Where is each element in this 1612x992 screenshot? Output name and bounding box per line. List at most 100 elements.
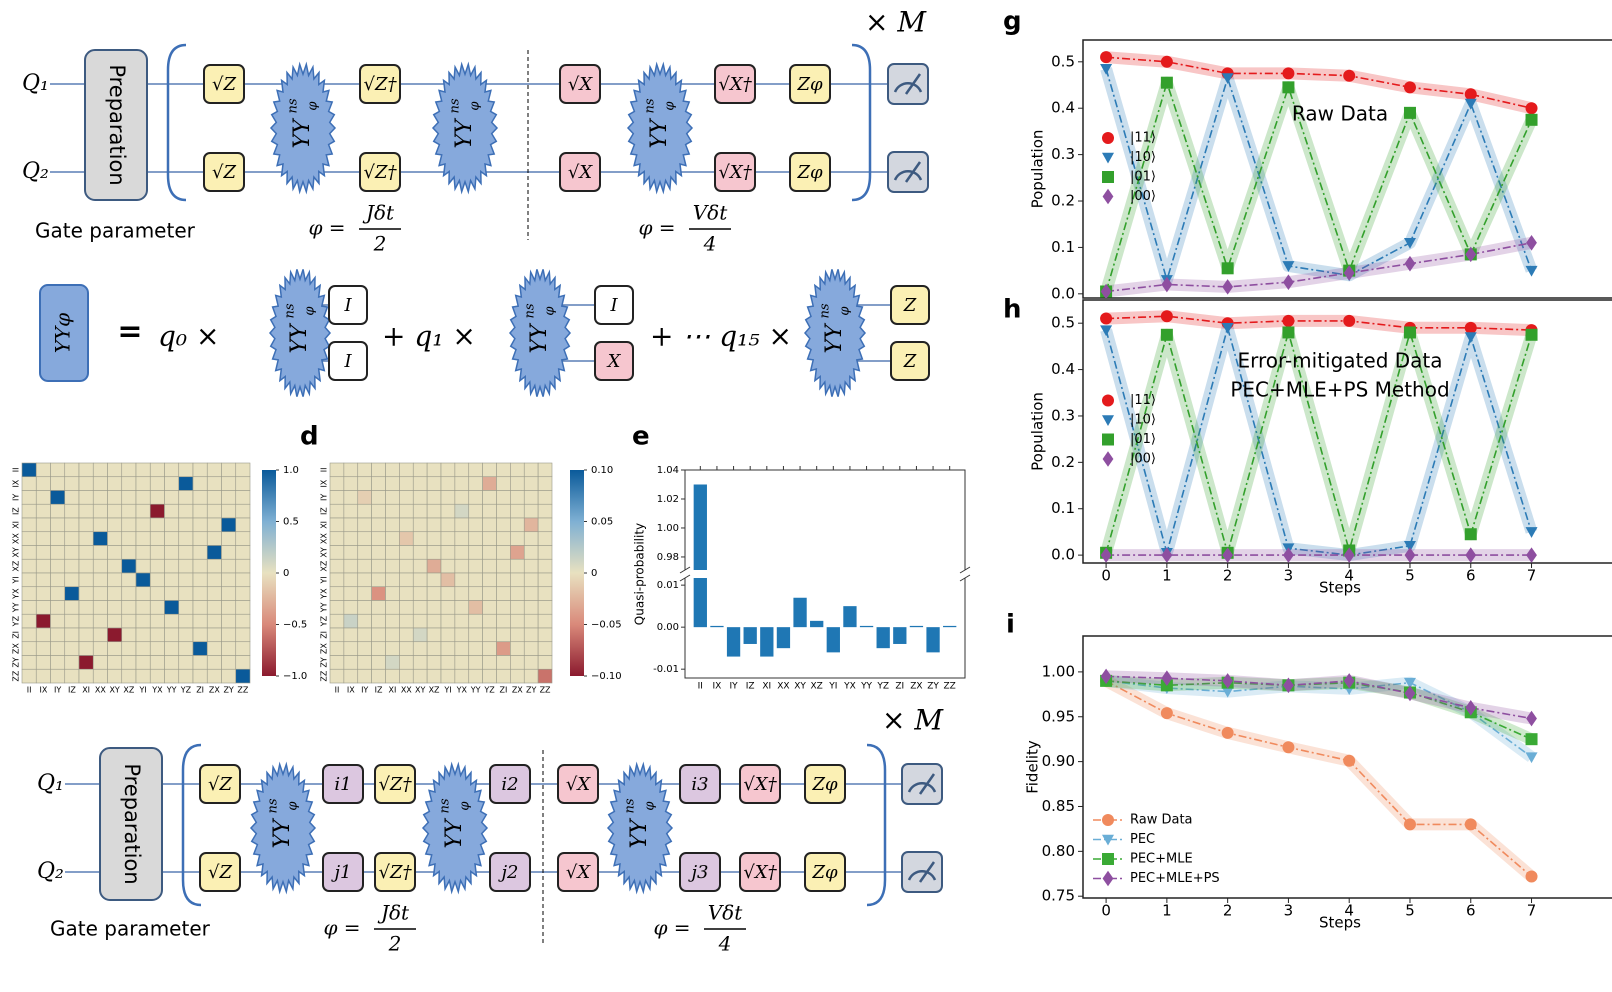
- gate-box: [199, 852, 241, 892]
- heatmap-cell: [426, 462, 442, 478]
- heatmap-cell: [496, 531, 511, 546]
- marker: [1525, 328, 1538, 341]
- heatmap-cell: [537, 531, 553, 546]
- y-tick-label: XX: [12, 533, 21, 544]
- heatmap-cell: [235, 462, 251, 478]
- x-tick-label: XY: [415, 686, 425, 695]
- heatmap-cell: [510, 613, 525, 629]
- marker: [1100, 668, 1112, 685]
- y-tick-label: 0.5: [1051, 52, 1075, 70]
- heatmap-cell: [523, 586, 539, 601]
- heatmap-cell: [510, 517, 525, 533]
- heatmap-cell: [121, 545, 137, 560]
- colorbar-label: 0.05: [591, 517, 613, 528]
- heatmap-cell: [235, 586, 251, 601]
- heatmap-cell: [440, 503, 456, 519]
- y-tick-label: XI: [320, 521, 329, 529]
- heatmap-cell: [178, 655, 194, 670]
- heatmap-cell: [35, 517, 51, 533]
- heatmap-cell: [121, 531, 137, 546]
- heatmap-cell: [496, 613, 511, 629]
- legend-marker: [1102, 433, 1114, 446]
- heatmap-cell: [235, 668, 251, 684]
- gate-label: I: [343, 295, 352, 316]
- heatmap-cell: [178, 627, 194, 643]
- heatmap-cell: [64, 476, 80, 491]
- heatmap-cell: [206, 490, 222, 505]
- heatmap-cell: [357, 641, 372, 656]
- x-tick-label: ZZ: [237, 686, 248, 695]
- heatmap-cell: [510, 545, 525, 560]
- panel-label: g: [1003, 7, 1022, 37]
- heatmap-cell: [468, 462, 483, 478]
- y-tick-label: XX: [320, 533, 329, 544]
- marker: [1525, 265, 1538, 277]
- heatmap-cell: [468, 545, 483, 560]
- heatmap-cell: [537, 490, 553, 505]
- marker: [1525, 733, 1538, 746]
- x-tick-label: 6: [1466, 567, 1476, 585]
- heatmap-cell: [21, 655, 37, 670]
- heatmap-cell: [235, 641, 251, 656]
- annotation: Raw Data: [1292, 102, 1388, 126]
- heatmap-cell: [510, 462, 525, 478]
- heatmap-cell: [206, 586, 222, 601]
- heatmap-cell: [385, 613, 400, 629]
- heatmap-cell: [221, 545, 237, 560]
- heatmap-cell: [329, 627, 345, 643]
- heatmap-cell: [149, 545, 165, 560]
- parameter: 4: [718, 932, 732, 956]
- preparation-label: Preparation: [120, 763, 144, 884]
- heatmap-cell: [440, 572, 456, 588]
- heatmap-cell: [164, 558, 180, 574]
- heatmap-cell: [357, 462, 372, 478]
- y-axis-label: Population: [1029, 392, 1047, 471]
- marker: [1403, 541, 1416, 552]
- gate-label: √Z: [208, 862, 232, 883]
- marker: [1464, 321, 1477, 334]
- marker: [1221, 323, 1234, 334]
- legend-label: |11⟩: [1130, 393, 1156, 408]
- y-tick-label: 0.80: [1042, 842, 1075, 860]
- x-tick-label: II: [27, 686, 32, 695]
- series-line: [1106, 675, 1532, 720]
- legend-marker: [1102, 132, 1114, 144]
- x-tick-label: XI: [389, 686, 397, 695]
- heatmap-cell: [178, 558, 194, 574]
- heatmap-cell: [343, 490, 359, 505]
- heatmap-cell: [35, 558, 51, 574]
- heatmap-cell: [440, 531, 456, 546]
- heatmap-cell: [510, 600, 525, 615]
- heatmap-cell: [357, 545, 372, 560]
- entangler-label: YY ns φ: [283, 303, 318, 353]
- heatmap-cell: [468, 600, 483, 615]
- heatmap-cell: [50, 545, 66, 560]
- y-tick-label: 1.04: [657, 465, 679, 476]
- heatmap-cell: [35, 586, 51, 601]
- heatmap-cell: [235, 655, 251, 670]
- marker: [1283, 274, 1294, 291]
- heatmap-cell: [329, 558, 345, 574]
- bar: [726, 627, 741, 657]
- legend-label: |01⟩: [1130, 432, 1156, 447]
- marker: [1464, 528, 1477, 541]
- y-tick-label: 1.02: [657, 494, 679, 505]
- heatmap-cell: [135, 490, 151, 505]
- heatmap-cell: [523, 572, 539, 588]
- heatmap-cell: [107, 613, 123, 629]
- heatmap-cell: [35, 545, 51, 560]
- heatmap-cell: [164, 531, 180, 546]
- x-tick-label: ZY: [223, 686, 233, 695]
- heatmap-cell: [357, 572, 372, 588]
- heatmap-cell: [78, 558, 94, 574]
- y-tick-label: XY: [320, 547, 329, 557]
- heatmap-cell: [21, 668, 37, 684]
- heatmap-cell: [440, 586, 456, 601]
- heatmap-cell: [21, 490, 37, 505]
- gate-box: [374, 852, 416, 892]
- heatmap-cell: [221, 641, 237, 656]
- marker: [1100, 325, 1113, 337]
- y-tick-label: ZZ: [320, 670, 329, 681]
- heatmap-cell: [523, 462, 539, 478]
- marker: [1403, 81, 1416, 94]
